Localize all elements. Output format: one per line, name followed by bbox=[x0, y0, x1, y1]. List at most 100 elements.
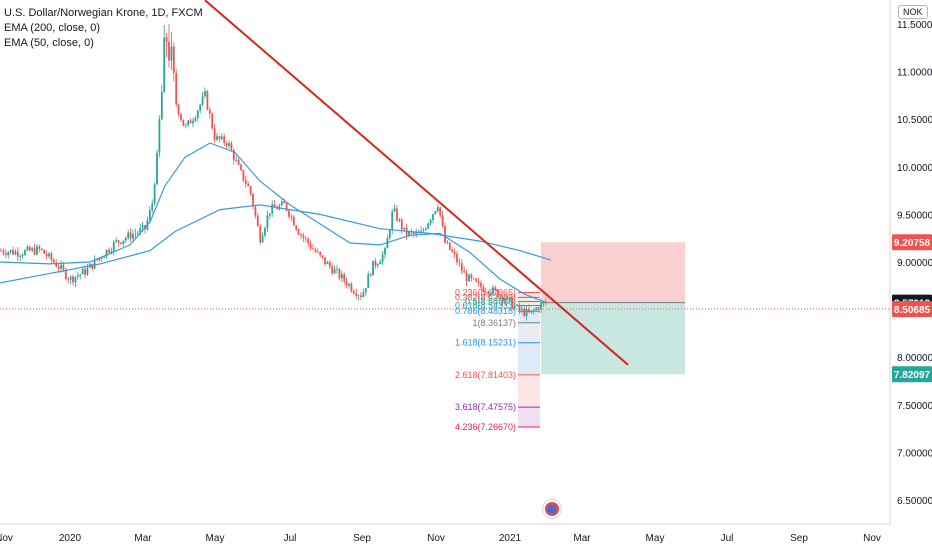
candle-body bbox=[393, 208, 396, 212]
candle-body bbox=[48, 253, 50, 257]
candle-body bbox=[213, 128, 216, 140]
candle-body bbox=[376, 264, 379, 266]
candle-body bbox=[333, 269, 336, 274]
candle-body bbox=[338, 268, 341, 279]
candle-body bbox=[460, 263, 463, 272]
candle-body bbox=[204, 91, 206, 97]
x-tick-label: Nov bbox=[863, 533, 881, 544]
candle-body bbox=[364, 287, 367, 293]
candle-body bbox=[487, 291, 490, 295]
candle-body bbox=[477, 281, 480, 283]
currency-badge[interactable]: NOK bbox=[898, 5, 928, 19]
candle-body bbox=[247, 184, 250, 187]
candle-body bbox=[508, 296, 511, 298]
candle-body bbox=[38, 246, 41, 249]
candle-body bbox=[360, 295, 362, 298]
candle-body bbox=[348, 283, 350, 286]
candle-body bbox=[156, 152, 158, 185]
candle-body bbox=[268, 213, 271, 216]
trendline bbox=[204, 0, 629, 366]
candle-body bbox=[441, 215, 444, 227]
candle-body bbox=[369, 274, 372, 276]
candle-body bbox=[9, 250, 12, 253]
candle-body bbox=[283, 201, 286, 204]
candle-body bbox=[372, 260, 374, 276]
candle-body bbox=[280, 201, 283, 206]
candle-body bbox=[24, 250, 26, 256]
candle-body bbox=[192, 120, 194, 124]
candle-body bbox=[523, 308, 526, 316]
y-tick-label: 9.00000 bbox=[897, 258, 932, 269]
candle-body bbox=[388, 230, 391, 239]
x-tick-label: Mar bbox=[134, 533, 152, 544]
x-tick-label: 2021 bbox=[499, 533, 522, 544]
candle-body bbox=[141, 225, 144, 229]
candle-body bbox=[475, 278, 478, 282]
fib-level-label: 1.618(8.15231) bbox=[455, 338, 516, 348]
candle-body bbox=[256, 215, 259, 227]
candle-body bbox=[448, 242, 451, 250]
candle-body bbox=[103, 256, 106, 259]
ema200-legend[interactable]: EMA (200, close, 0) bbox=[4, 22, 100, 34]
candle-body bbox=[408, 231, 410, 236]
candle-body bbox=[36, 246, 38, 255]
candle-body bbox=[374, 260, 377, 266]
candle-body bbox=[225, 143, 228, 147]
fib-level-label: 3.618(7.47575) bbox=[455, 402, 516, 412]
candle-body bbox=[506, 296, 509, 300]
symbol-title[interactable]: U.S. Dollar/Norwegian Krone, 1D, FXCM bbox=[4, 7, 203, 19]
ema50-line bbox=[0, 142, 546, 303]
candle-body bbox=[196, 110, 199, 119]
ema50-legend[interactable]: EMA (50, close, 0) bbox=[4, 37, 94, 49]
candle-body bbox=[432, 214, 434, 221]
candle-body bbox=[12, 250, 14, 255]
candle-body bbox=[134, 233, 137, 235]
candle-body bbox=[285, 203, 288, 211]
candle-body bbox=[292, 216, 295, 226]
fib-band bbox=[518, 407, 540, 428]
candle-body bbox=[172, 46, 175, 74]
candle-body bbox=[352, 291, 355, 294]
y-tick-label: 7.00000 bbox=[897, 448, 932, 459]
x-tick-label: Nov bbox=[427, 533, 445, 544]
candle-body bbox=[273, 204, 276, 208]
candle-body bbox=[345, 281, 348, 286]
take-profit-zone bbox=[541, 302, 685, 375]
candle-body bbox=[544, 302, 547, 304]
x-tick-label: Jul bbox=[284, 533, 297, 544]
candle-body bbox=[532, 309, 535, 311]
candle-body bbox=[189, 120, 192, 124]
candle-body bbox=[288, 210, 290, 217]
candle-body bbox=[57, 266, 60, 269]
candle-body bbox=[122, 240, 125, 244]
candle-body bbox=[139, 228, 142, 233]
fib-band bbox=[518, 301, 540, 306]
candle-body bbox=[55, 262, 58, 267]
candle-body bbox=[112, 241, 115, 252]
price-label: 8.50685 bbox=[894, 305, 931, 316]
candle-body bbox=[52, 259, 55, 263]
y-tick-label: 7.50000 bbox=[897, 401, 932, 412]
candle-body bbox=[259, 226, 262, 243]
fib-level-label: 0.786(8.48318) bbox=[455, 306, 516, 316]
candle-body bbox=[129, 232, 132, 239]
candle-body bbox=[400, 219, 403, 230]
candle-body bbox=[19, 256, 22, 257]
candle-body bbox=[444, 226, 446, 243]
candle-body bbox=[513, 305, 516, 309]
y-tick-label: 8.00000 bbox=[897, 353, 932, 364]
candle-body bbox=[206, 91, 209, 110]
candle-body bbox=[463, 271, 466, 273]
candle-body bbox=[110, 251, 113, 253]
event-flag-icon[interactable] bbox=[543, 500, 561, 518]
candle-body bbox=[312, 248, 314, 250]
candle-body bbox=[244, 180, 247, 185]
candle-body bbox=[484, 291, 487, 293]
candle-body bbox=[86, 267, 89, 275]
candle-body bbox=[340, 274, 343, 279]
candle-body bbox=[468, 274, 470, 282]
fib-level-label: 1(8.36137) bbox=[472, 318, 516, 328]
candle-body bbox=[98, 257, 101, 261]
price-label: 9.20758 bbox=[894, 238, 931, 249]
